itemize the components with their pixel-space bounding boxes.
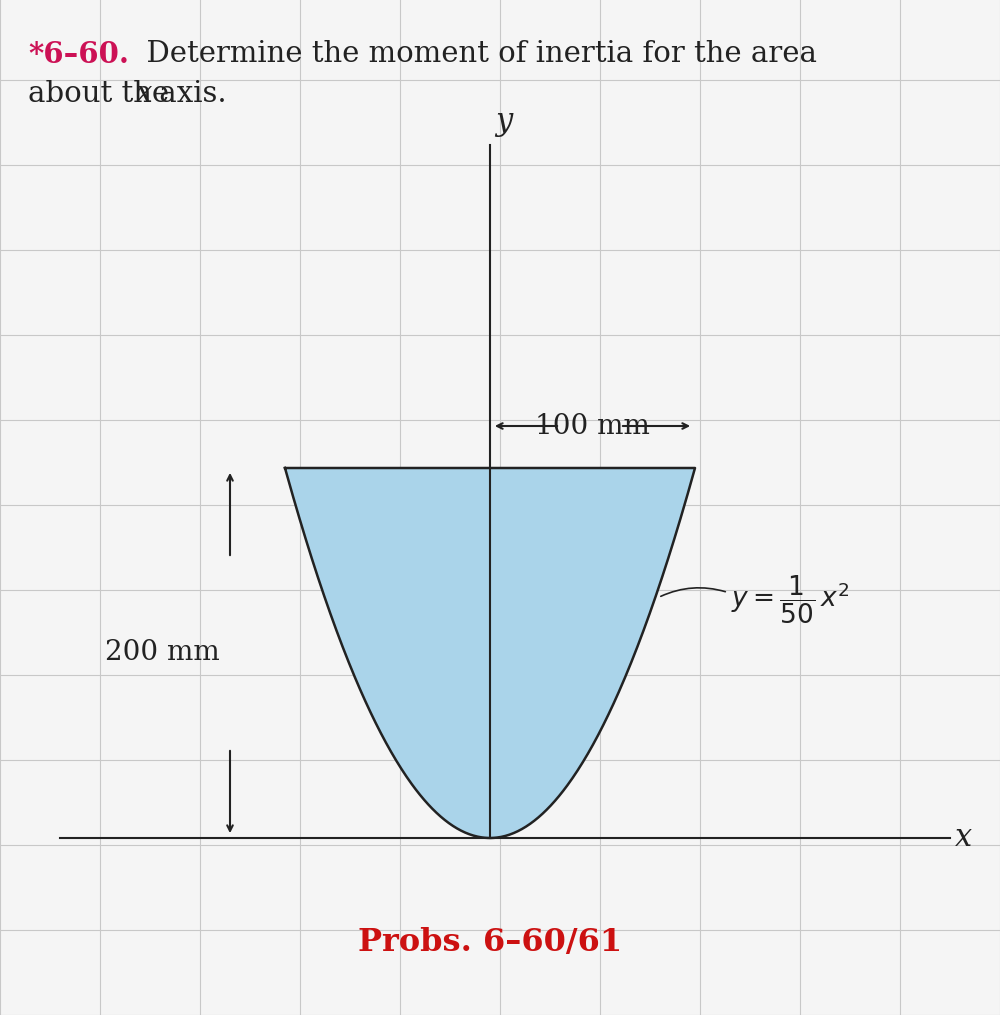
Text: about the: about the — [28, 80, 178, 108]
Polygon shape — [285, 468, 695, 838]
Text: Determine the moment of inertia for the area: Determine the moment of inertia for the … — [128, 40, 817, 68]
Text: axis.: axis. — [150, 80, 227, 108]
Text: $y = \dfrac{1}{50}\,x^2$: $y = \dfrac{1}{50}\,x^2$ — [731, 573, 850, 625]
Text: 200 mm: 200 mm — [105, 639, 220, 667]
Text: 100 mm: 100 mm — [535, 412, 650, 439]
Text: Probs. 6–60/61: Probs. 6–60/61 — [358, 928, 622, 958]
Text: x: x — [136, 80, 152, 108]
Text: y: y — [495, 106, 512, 137]
Text: *6–60.: *6–60. — [28, 40, 129, 69]
Text: x: x — [955, 822, 972, 854]
